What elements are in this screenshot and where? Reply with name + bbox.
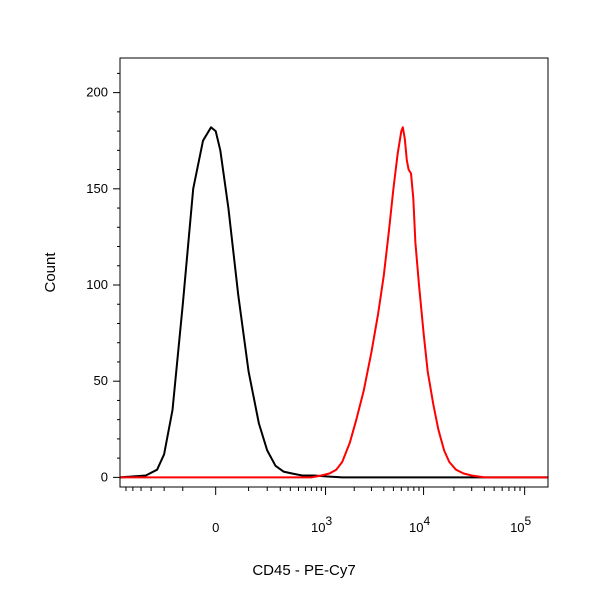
tick-labels: 0 50 100 150 200 0 103 104 105	[86, 85, 531, 535]
x-tick-label: 0	[212, 520, 219, 535]
y-tick-label: 150	[86, 181, 108, 196]
x-axis-title: CD45 - PE-Cy7	[252, 562, 355, 579]
minor-ticks	[117, 72, 521, 491]
x-tick-label: 103	[311, 514, 332, 535]
x-tick-label: 104	[409, 514, 430, 535]
series-line-1	[119, 126, 548, 479]
series-layer	[119, 126, 548, 479]
y-tick-label: 100	[86, 277, 108, 292]
y-tick-label: 0	[101, 469, 108, 484]
x-tick-exponent: 4	[423, 514, 430, 528]
y-axis-title: Count	[42, 252, 59, 293]
series-line-2	[120, 126, 548, 479]
x-tick-label: 105	[510, 514, 531, 535]
y-tick-label: 200	[86, 85, 108, 100]
major-ticks	[113, 92, 526, 495]
plot-frame	[119, 57, 549, 488]
x-tick-exponent: 5	[525, 514, 532, 528]
y-tick-label: 50	[94, 373, 108, 388]
x-tick-exponent: 3	[325, 514, 332, 528]
